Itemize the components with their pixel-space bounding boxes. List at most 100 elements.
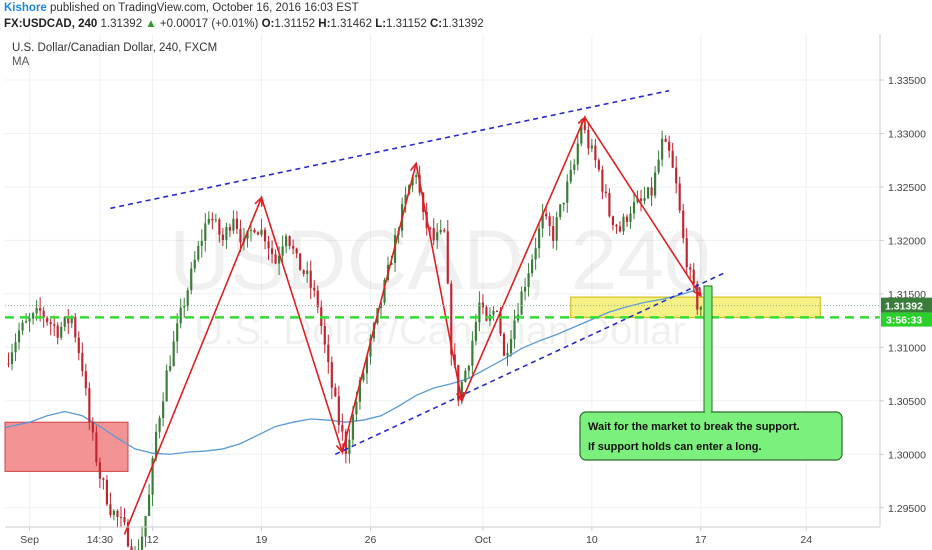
candle-up: [629, 213, 632, 222]
zigzag-arrowhead: [335, 443, 345, 455]
candle-down: [692, 269, 695, 284]
candle-up: [643, 198, 646, 201]
note-pointer-join: [705, 410, 711, 414]
candle-up: [28, 318, 31, 322]
candle-up: [351, 414, 354, 440]
price-axis-bg: [880, 34, 932, 550]
candle-up: [534, 248, 537, 260]
candle-down: [341, 424, 344, 432]
candle-down: [685, 238, 688, 268]
candle-down: [295, 248, 298, 254]
candle-up: [467, 365, 470, 371]
time-tick-label: 19: [256, 534, 268, 546]
candle-down: [583, 124, 586, 130]
candle-down: [309, 270, 312, 288]
candle-up: [531, 259, 534, 274]
time-tick-label: Oct: [475, 534, 491, 546]
candle-down: [334, 387, 337, 397]
candle-up: [214, 219, 217, 221]
publish-line: Kishore published on TradingView.com, Oc…: [4, 2, 359, 14]
candle-down: [689, 267, 692, 270]
time-tick-label: Sep: [20, 534, 39, 546]
candle-down: [292, 246, 295, 249]
price-chart[interactable]: USDCAD, 240 U.S. Dollar/Canadian Dollar …: [0, 34, 932, 550]
grid: [5, 34, 880, 527]
legend-title: U.S. Dollar/Canadian Dollar, 240, FXCM: [12, 42, 217, 54]
candle-up: [379, 302, 383, 309]
note-pointer: [703, 285, 713, 414]
candle-down: [650, 187, 653, 196]
candle-up: [144, 515, 147, 537]
candle-up: [661, 138, 664, 160]
candle-up: [176, 323, 179, 342]
candle-down: [7, 363, 10, 365]
candle-up: [506, 353, 509, 356]
candle-down: [109, 504, 112, 515]
candle-down: [327, 344, 330, 363]
candle-down: [453, 354, 456, 366]
candle-up: [555, 217, 558, 241]
candle-up: [362, 373, 365, 381]
candle-up: [566, 181, 569, 203]
candle-down: [67, 316, 70, 324]
zones: [4, 296, 821, 472]
candle-down: [56, 325, 59, 338]
candle-down: [446, 231, 449, 284]
candle-up: [562, 202, 565, 205]
candle-down: [95, 432, 98, 463]
candle-down: [330, 362, 333, 388]
candle-down: [84, 371, 87, 389]
candle-up: [509, 339, 513, 354]
candle-up: [471, 340, 474, 366]
candle-up: [474, 322, 477, 341]
candle-up: [636, 198, 639, 203]
open-label: O:: [261, 18, 275, 30]
candle-up: [246, 230, 249, 239]
candle-down: [429, 227, 432, 229]
candle-down: [42, 310, 45, 318]
time-tick-label: 24: [800, 534, 812, 546]
candle-up: [439, 229, 442, 233]
close-value: 1.31392: [442, 18, 484, 30]
candle-up: [24, 321, 28, 323]
legend-indicator: MA: [12, 56, 30, 68]
candle-up: [358, 380, 362, 402]
candle-down: [313, 287, 316, 291]
note-line: Wait for the market to break the support…: [588, 421, 800, 433]
candle-up: [140, 536, 144, 550]
author-link[interactable]: Kishore: [4, 2, 47, 14]
candle-up: [580, 124, 583, 144]
candle-up: [576, 143, 579, 165]
candle-up: [225, 227, 228, 241]
candle-up: [70, 317, 73, 324]
candle-up: [523, 286, 527, 292]
candle-up: [232, 218, 235, 231]
candle-down: [126, 522, 130, 547]
candle-up: [169, 366, 172, 371]
candle-down: [256, 232, 260, 235]
candle-up: [355, 401, 358, 415]
candle-down: [608, 192, 611, 217]
candle-down: [253, 229, 256, 233]
last-price: 1.31392: [100, 18, 143, 30]
candle-down: [91, 421, 94, 433]
candle-up: [390, 262, 393, 265]
candle-down: [625, 216, 629, 222]
candle-up: [464, 370, 467, 382]
candle-up: [699, 306, 702, 310]
supply-zone: [4, 421, 129, 472]
zigzag-arrowhead: [456, 391, 465, 403]
symbol-label[interactable]: FX:USDCAD, 240: [4, 18, 98, 30]
candle-down: [664, 138, 667, 142]
price-tick-label: 1.33500: [888, 75, 926, 87]
candle-up: [520, 291, 523, 315]
candle-down: [98, 462, 101, 479]
candle-down: [263, 229, 267, 242]
candle-down: [53, 324, 56, 326]
candle-up: [436, 232, 439, 241]
price-change: +0.00017 (+0.01%): [159, 18, 259, 30]
candle-down: [274, 254, 277, 264]
zigzag-arrowhead: [692, 286, 702, 298]
timer-badge: [881, 312, 932, 327]
candle-down: [74, 317, 77, 338]
